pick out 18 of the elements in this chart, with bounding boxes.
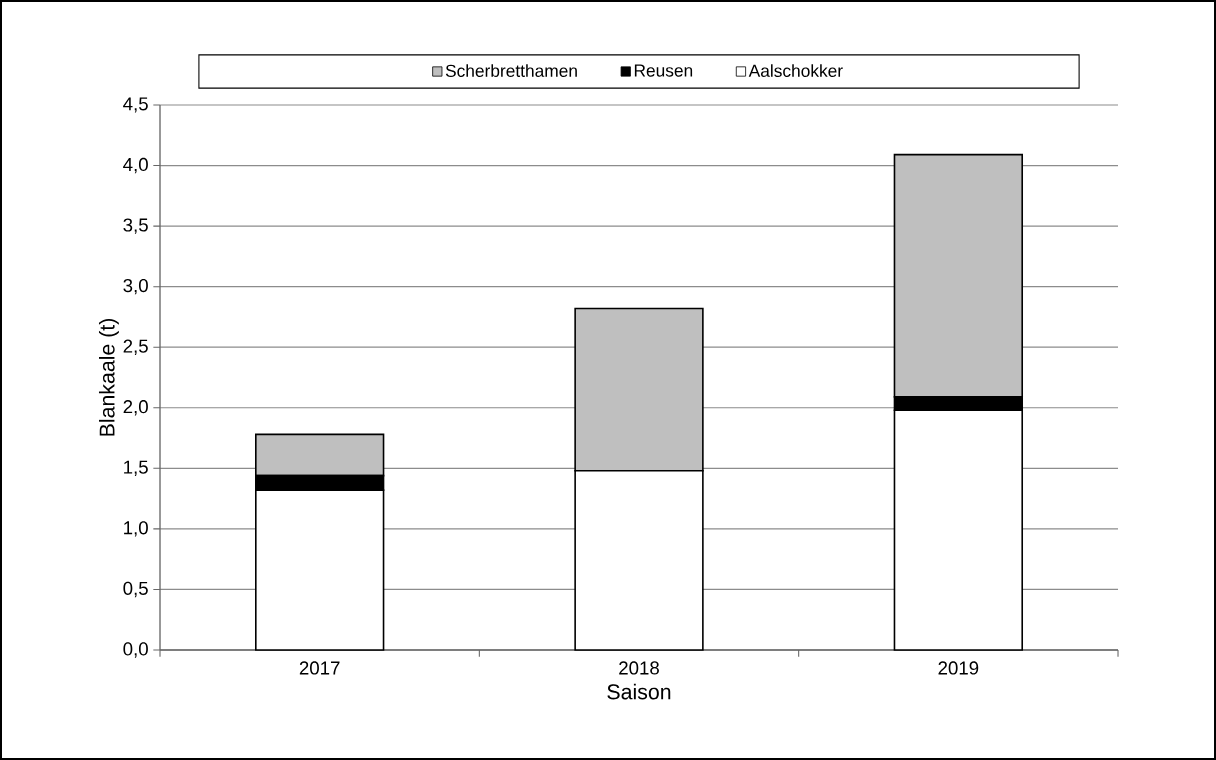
legend-label: Reusen bbox=[634, 64, 693, 77]
x-tick-label: 2019 bbox=[938, 661, 979, 675]
y-tick-label: 2,0 bbox=[123, 400, 148, 416]
x-tick-label: 2018 bbox=[619, 661, 659, 675]
y-tick-label: 1,5 bbox=[124, 460, 148, 476]
y-axis-title: Blankaale (t) bbox=[98, 318, 119, 436]
y-tick-label: 1,0 bbox=[124, 521, 148, 537]
y-tick-label: 0,5 bbox=[123, 581, 148, 598]
legend-label: Scherbretthamen bbox=[445, 64, 577, 77]
x-axis-title: Saison bbox=[607, 683, 671, 700]
legend-label: Aalschokker bbox=[748, 64, 843, 77]
x-tick-label: 2017 bbox=[299, 661, 340, 675]
y-tick-label: 2,5 bbox=[123, 339, 148, 355]
y-tick-label: 4,5 bbox=[123, 97, 148, 113]
y-tick-label: 0,0 bbox=[123, 642, 148, 658]
y-tick-label: 3,5 bbox=[123, 218, 148, 234]
y-tick-label: 3,0 bbox=[123, 278, 148, 295]
y-tick-label: 4,0 bbox=[123, 157, 148, 174]
